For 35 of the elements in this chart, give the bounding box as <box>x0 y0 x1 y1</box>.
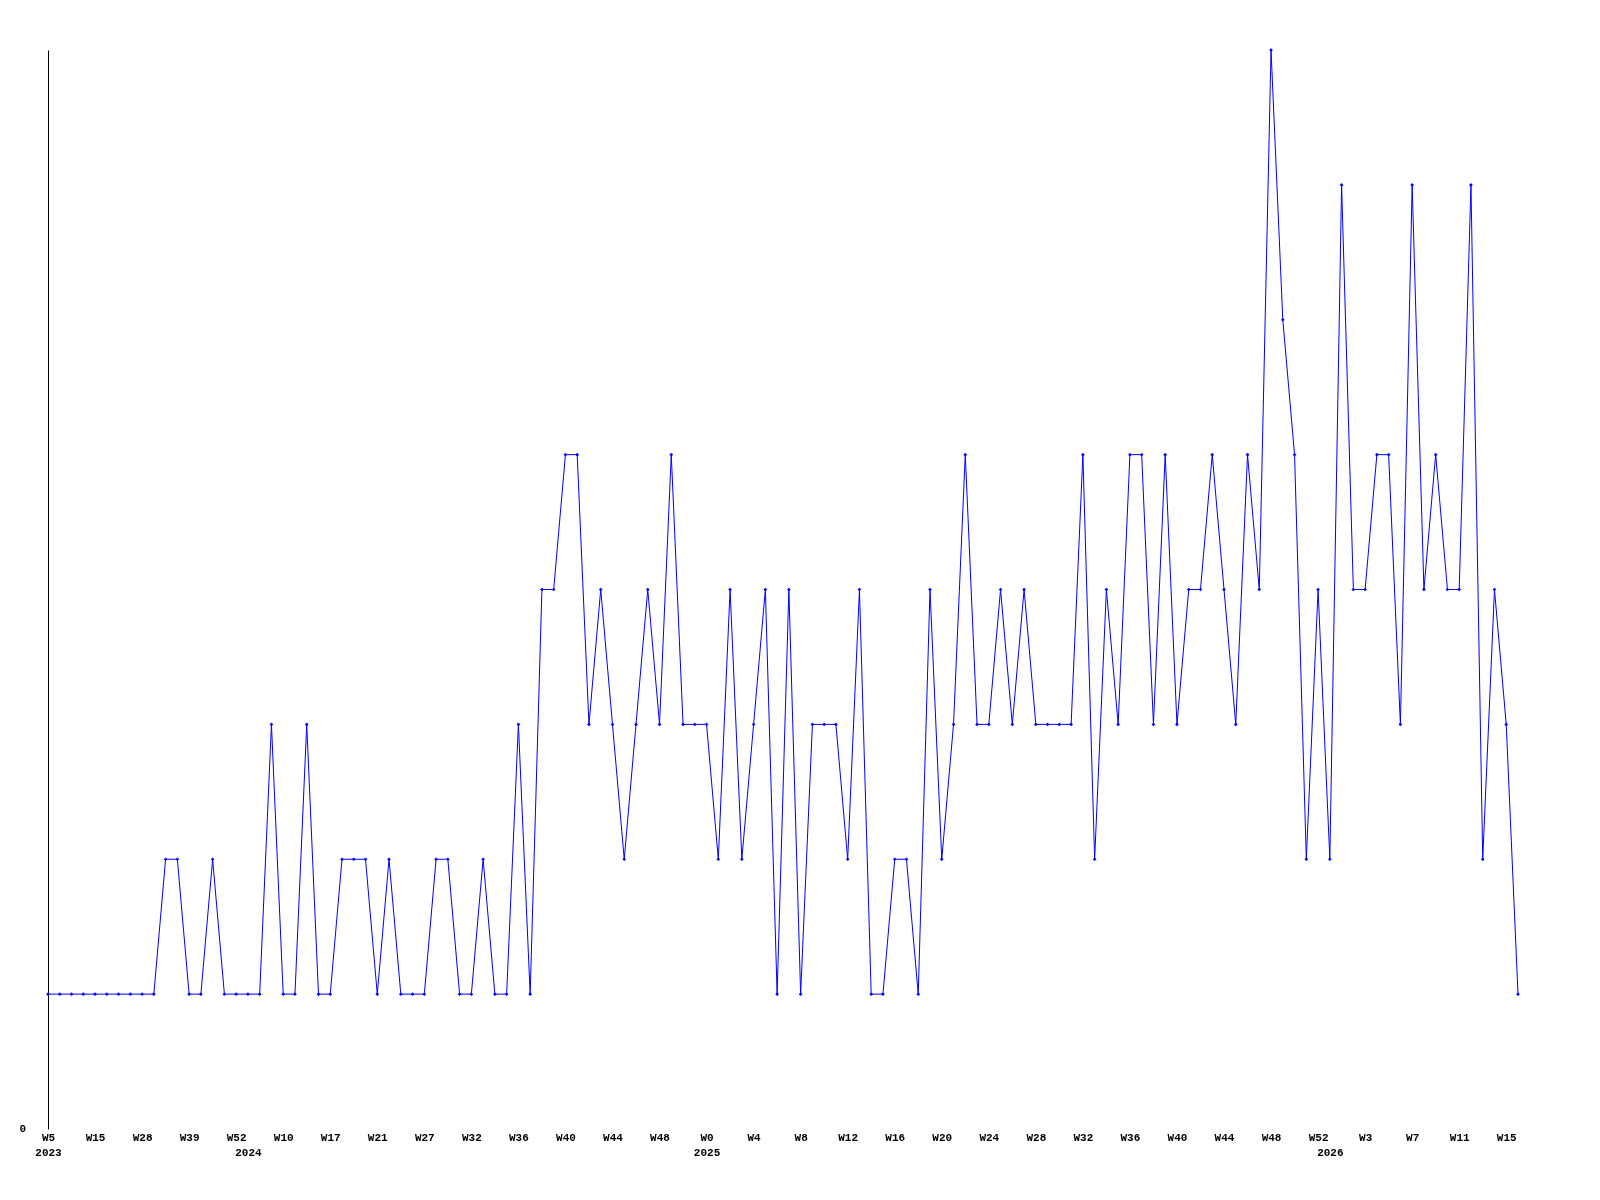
x-tick-label: W15 <box>85 1131 106 1144</box>
x-tick-label: W24 <box>979 1131 1000 1144</box>
x-tick-label: W32 <box>461 1131 482 1144</box>
x-tick-label: W4 <box>747 1131 762 1144</box>
x-tick-label: W7 <box>1406 1131 1420 1144</box>
x-tick-label: W52 <box>1308 1131 1329 1144</box>
x-tick-label: W5 2023 <box>35 1131 63 1159</box>
x-tick-label: W48 <box>650 1131 671 1144</box>
x-tick-label: W32 <box>1073 1131 1094 1144</box>
x-tick-label: W44 <box>603 1131 624 1144</box>
x-tick-label: W16 <box>885 1131 906 1144</box>
x-tick-label: W3 <box>1359 1131 1373 1144</box>
x-tick-label: W36 <box>508 1131 529 1144</box>
x-tick-label: W44 <box>1214 1131 1235 1144</box>
x-tick-label: W15 <box>1496 1131 1518 1144</box>
text: 0 <box>19 1123 26 1135</box>
x-tick-label: W52 <box>226 1131 247 1144</box>
x-tick-label: W0 2025 <box>693 1131 721 1159</box>
x-tick-label: W40 <box>556 1131 576 1144</box>
x-tick-label: W12 <box>838 1131 859 1144</box>
x-tick-label: W48 <box>1261 1131 1282 1144</box>
x-tick-label: W40 <box>1167 1131 1188 1144</box>
x-tick-label: W8 <box>794 1131 809 1144</box>
x-tick-label: W11 <box>1449 1131 1470 1144</box>
x-tick-label: W28 <box>132 1131 153 1144</box>
x-tick-label: 2026 <box>1317 1146 1344 1159</box>
x-tick-label: W21 <box>367 1131 389 1144</box>
x-tick-label: W36 <box>1120 1131 1141 1144</box>
x-tick-label: W10 <box>273 1131 294 1144</box>
x-tick-label: 2024 <box>235 1146 263 1159</box>
x-tick-label: W20 <box>932 1131 953 1144</box>
x-tick-label: W17 <box>320 1131 341 1144</box>
x-tick-label: W27 <box>414 1131 435 1144</box>
x-tick-label: W39 <box>179 1131 200 1144</box>
x-tick-label: W28 <box>1026 1131 1047 1144</box>
